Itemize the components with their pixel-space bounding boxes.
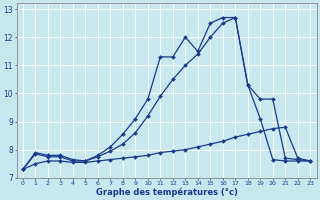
X-axis label: Graphe des températures (°c): Graphe des températures (°c) <box>96 187 237 197</box>
